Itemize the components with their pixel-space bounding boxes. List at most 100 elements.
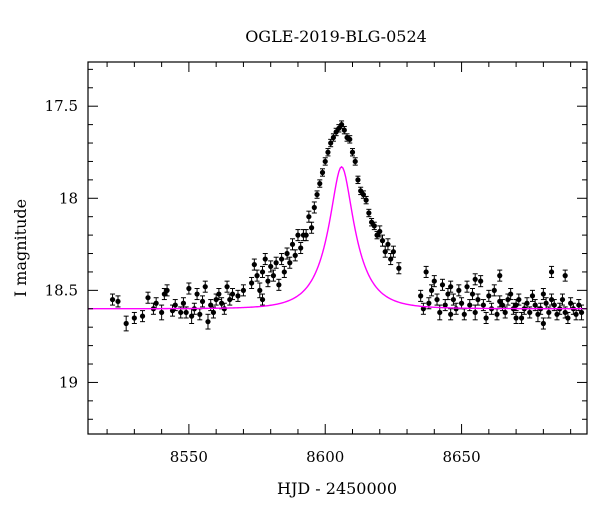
data-point-94 (428, 284, 435, 297)
point-marker (227, 296, 233, 303)
point-marker (199, 298, 206, 305)
point-marker (308, 225, 315, 231)
data-point-92 (423, 265, 429, 278)
point-marker (178, 309, 184, 316)
point-marker (330, 134, 337, 141)
point-marker (268, 263, 274, 270)
data-point-36 (251, 258, 257, 271)
point-marker (431, 278, 437, 284)
point-marker (363, 197, 369, 203)
point-marker (540, 291, 546, 297)
point-marker (366, 210, 372, 216)
chart-title: OGLE-2019-BLG-0524 (245, 27, 427, 46)
point-marker (368, 219, 375, 225)
point-marker (532, 302, 538, 308)
data-point-150 (448, 280, 454, 293)
data-point-0 (109, 293, 116, 306)
point-marker (420, 306, 426, 312)
point-marker (328, 140, 334, 146)
point-marker (494, 311, 500, 317)
data-point-17 (189, 308, 195, 325)
point-marker (379, 238, 386, 244)
data-point-139 (551, 299, 557, 312)
data-point-47 (279, 253, 285, 266)
point-marker (442, 302, 448, 308)
point-marker (257, 287, 263, 293)
data-point-50 (287, 256, 293, 269)
data-point-107 (464, 280, 470, 293)
point-marker (491, 287, 497, 293)
point-marker (115, 298, 121, 305)
point-marker (390, 249, 396, 255)
y-tick-label: 19 (59, 373, 78, 391)
point-marker (303, 232, 309, 238)
point-marker (448, 284, 454, 290)
point-marker (434, 296, 440, 303)
data-point-22 (202, 280, 208, 293)
data-point-87 (388, 253, 394, 266)
point-marker (472, 276, 478, 282)
point-marker (385, 241, 391, 247)
point-marker (251, 261, 257, 268)
data-point-111 (475, 293, 481, 306)
data-point-42 (265, 275, 271, 288)
data-point-38 (257, 282, 263, 299)
point-marker (224, 284, 230, 290)
data-point-59 (311, 201, 317, 214)
data-point-60 (314, 190, 320, 199)
data-point-75 (355, 175, 361, 185)
data-point-44 (270, 269, 277, 282)
point-marker (186, 285, 192, 292)
data-point-81 (371, 221, 377, 231)
data-point-91 (420, 302, 426, 315)
point-marker (382, 249, 388, 255)
data-point-56 (303, 229, 309, 242)
data-point-86 (385, 238, 391, 251)
data-point-69 (338, 120, 345, 129)
x-axis-label: HJD - 2450000 (277, 479, 397, 498)
data-point-102 (450, 293, 456, 306)
point-marker (333, 129, 339, 135)
point-marker (469, 291, 476, 297)
point-marker (161, 291, 167, 297)
data-point-34 (240, 284, 247, 297)
point-marker (145, 295, 151, 301)
point-marker (295, 232, 301, 238)
y-tick-label: 17.5 (45, 97, 78, 115)
plot-frame (87, 61, 588, 435)
data-point-65 (328, 138, 334, 148)
data-point-127 (518, 311, 525, 325)
axis-ticks: 8550 8600 8650 17.5 18 18.5 19 (45, 62, 587, 466)
data-point-79 (366, 208, 372, 218)
point-marker (456, 287, 462, 293)
y-tick-label: 18.5 (45, 281, 78, 299)
point-marker (249, 280, 255, 286)
data-point-123 (508, 288, 514, 301)
data-point-20 (197, 308, 203, 321)
point-marker (319, 169, 326, 176)
point-marker (153, 300, 159, 306)
point-marker (578, 309, 585, 316)
point-marker (349, 149, 356, 155)
data-point-41 (262, 253, 268, 266)
point-marker (497, 298, 503, 305)
data-point-89 (396, 262, 402, 275)
point-marker (540, 320, 546, 327)
data-point-142 (559, 293, 566, 306)
point-marker (189, 313, 195, 319)
point-marker (358, 188, 364, 194)
point-marker (262, 256, 268, 262)
point-marker (568, 300, 574, 306)
data-point-16 (186, 282, 192, 295)
data-point-155 (513, 311, 519, 325)
data-point-62 (319, 168, 326, 177)
data-point-53 (295, 229, 301, 242)
data-point-131 (529, 289, 536, 302)
point-marker (287, 260, 293, 266)
point-marker (235, 293, 241, 299)
data-point-110 (472, 304, 478, 321)
point-marker (475, 296, 481, 303)
point-marker (317, 180, 323, 187)
data-point-3 (131, 311, 137, 325)
point-marker (292, 252, 298, 258)
